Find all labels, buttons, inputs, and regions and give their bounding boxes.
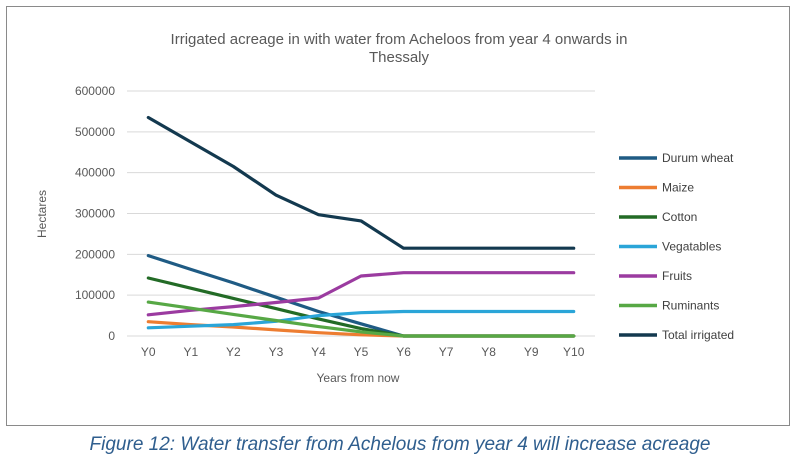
y-tick-label: 600000	[75, 84, 115, 98]
y-axis-ticks: 0 100000 200000 300000 400000 500000 600000	[75, 84, 115, 343]
x-tick-label: Y8	[481, 345, 496, 359]
x-tick-label: Y2	[226, 345, 241, 359]
x-tick-label: Y7	[439, 345, 454, 359]
legend-label: Fruits	[662, 269, 692, 283]
legend-label: Cotton	[662, 210, 697, 224]
x-axis-label: Years from now	[317, 371, 400, 385]
x-tick-label: Y10	[563, 345, 585, 359]
legend-label: Maize	[662, 181, 694, 195]
legend-label: Vegatables	[662, 240, 721, 254]
chart-frame: Irrigated acreage in with water from Ach…	[6, 6, 790, 426]
x-tick-label: Y6	[396, 345, 411, 359]
y-tick-label: 400000	[75, 166, 115, 180]
y-tick-label: 200000	[75, 247, 115, 261]
series-line-vegatables	[146, 309, 576, 330]
chart-title: Irrigated acreage in with water from Ach…	[171, 31, 628, 66]
figure-caption: Figure 12: Water transfer from Achelous …	[89, 434, 711, 455]
chart-title-line-1: Irrigated acreage in with water from Ach…	[171, 31, 628, 48]
x-axis-ticks: Y0 Y1 Y2 Y3 Y4 Y5 Y6 Y7 Y8 Y9 Y10	[141, 345, 585, 359]
y-tick-label: 300000	[75, 207, 115, 221]
legend-label: Total irrigated	[662, 328, 734, 342]
series-line-total-irrigated	[146, 115, 576, 250]
legend-label: Durum wheat	[662, 151, 734, 165]
x-tick-label: Y4	[311, 345, 326, 359]
y-axis-label: Hectares	[35, 190, 49, 238]
line-chart: Irrigated acreage in with water from Ach…	[35, 31, 734, 385]
series-lines	[146, 115, 576, 338]
legend-label: Ruminants	[662, 299, 719, 313]
x-tick-label: Y5	[354, 345, 369, 359]
x-tick-label: Y1	[183, 345, 198, 359]
x-tick-label: Y9	[524, 345, 539, 359]
gridlines	[127, 90, 595, 337]
y-tick-label: 500000	[75, 125, 115, 139]
x-tick-label: Y3	[269, 345, 284, 359]
chart-title-line-2: Thessaly	[369, 49, 430, 66]
legend: Durum wheat Maize Cotton Vegatables Fruits Ru…	[619, 151, 734, 342]
series-line-fruits	[146, 271, 576, 317]
y-tick-label: 0	[108, 329, 115, 343]
y-tick-label: 100000	[75, 288, 115, 302]
x-tick-label: Y0	[141, 345, 156, 359]
series-line-ruminants	[146, 300, 576, 338]
